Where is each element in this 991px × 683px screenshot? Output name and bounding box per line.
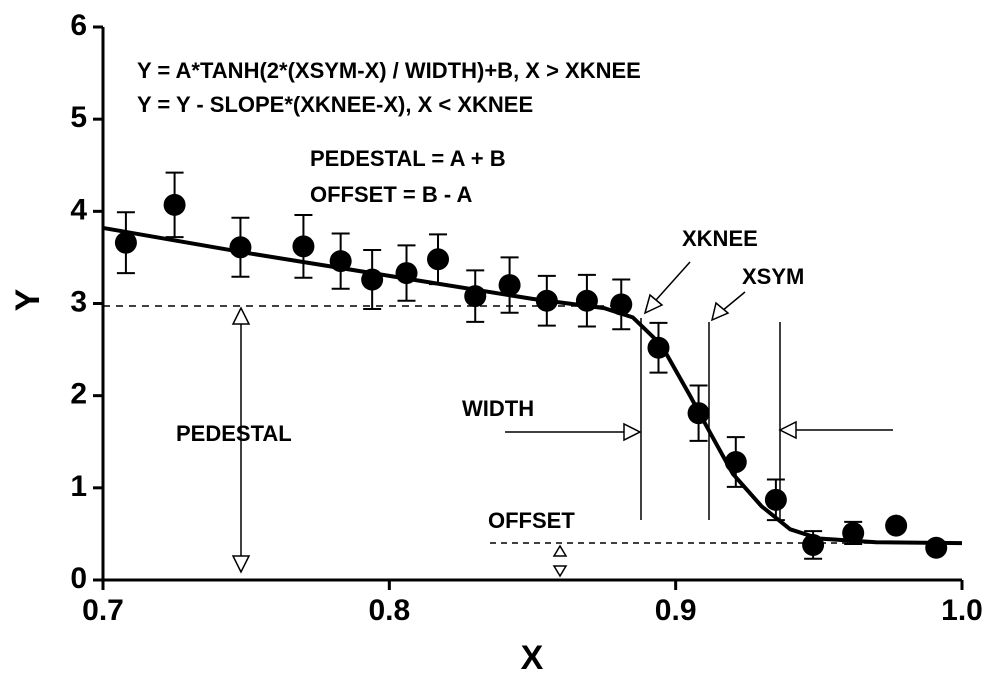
y-tick-label: 1 (70, 470, 87, 503)
formula: PEDESTAL = A + B (310, 146, 506, 171)
y-tick-label: 4 (70, 193, 87, 226)
data-point (427, 248, 450, 271)
formula: OFFSET = B - A (310, 182, 472, 207)
annotation: OFFSET (488, 508, 575, 533)
data-point (292, 235, 315, 258)
annotation: PEDESTAL (176, 421, 292, 446)
x-tick-label: 0.8 (368, 594, 410, 627)
y-axis-label: Y (9, 288, 47, 311)
annotation: WIDTH (462, 396, 534, 421)
y-tick-label: 3 (70, 285, 87, 318)
x-tick-label: 0.7 (82, 594, 124, 627)
x-tick-label: 0.9 (655, 594, 697, 627)
fit-line (102, 225, 963, 546)
y-tick-label: 5 (70, 101, 87, 134)
x-tick-label: 1.0 (941, 594, 983, 627)
y-tick-label: 2 (70, 378, 87, 411)
annotation-arrows (103, 261, 962, 578)
data-point (498, 274, 521, 297)
data-point (163, 193, 186, 216)
data-point (114, 231, 137, 254)
annotation: XKNEE (682, 226, 758, 251)
y-tick-label: 0 (70, 562, 87, 595)
x-axis-label: X (521, 639, 544, 677)
data-point (925, 536, 948, 559)
y-tick-label: 6 (70, 9, 87, 42)
formula: Y = A*TANH(2*(XSYM-X) / WIDTH)+B, X > XK… (137, 58, 641, 83)
formula: Y = Y - SLOPE*(XKNEE-X), X < XKNEE (137, 92, 533, 117)
annotation: XSYM (742, 264, 804, 289)
data-point (885, 514, 908, 537)
data-point (764, 488, 787, 511)
